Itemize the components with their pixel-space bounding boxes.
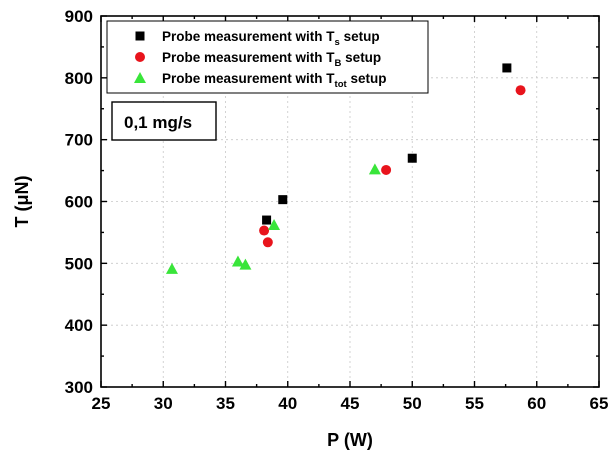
annotation-text: 0,1 mg/s [124, 113, 192, 132]
x-tick-labels: 25 30 35 40 45 50 55 60 65 [92, 394, 609, 413]
circle-data-point [381, 164, 392, 175]
square-data-point [262, 215, 272, 225]
x-tick-label: 25 [92, 394, 111, 413]
legend-label: Probe measurement with TB setup [162, 50, 381, 69]
x-tick-label: 55 [465, 394, 484, 413]
annotation-box: 0,1 mg/s [111, 101, 217, 141]
legend-label: Probe measurement with Ts setup [162, 29, 380, 48]
x-tick-label: 60 [527, 394, 546, 413]
x-tick-label: 35 [216, 394, 235, 413]
y-tick-label: 300 [65, 378, 93, 397]
x-tick-label: 65 [590, 394, 609, 413]
y-tick-label: 900 [65, 7, 93, 26]
x-tick-label: 30 [154, 394, 173, 413]
triangle-data-point [165, 262, 178, 274]
y-tick-label: 500 [65, 254, 93, 273]
triangle-data-point [368, 163, 381, 175]
x-tick-label: 50 [403, 394, 422, 413]
x-tick-label: 40 [278, 394, 297, 413]
legend-box [106, 20, 429, 94]
y-tick-labels: 300 400 500 600 700 800 900 [65, 7, 93, 397]
x-axis-title: P (W) [327, 430, 373, 450]
plot-frame [100, 15, 600, 388]
triangle-data-point [239, 258, 252, 270]
triangle-data-point [231, 255, 244, 267]
square-data-point [407, 153, 417, 163]
y-axis-title: T (μN) [12, 175, 32, 227]
triangle-legend-marker [134, 72, 146, 83]
y-tick-label: 600 [65, 193, 93, 212]
y-tick-label: 800 [65, 69, 93, 88]
legend-label: Probe measurement with Ttot setup [162, 71, 386, 90]
legend: Probe measurement with Ts setup Probe mea… [106, 20, 429, 94]
circle-data-point [262, 237, 273, 248]
square-legend-marker [135, 31, 145, 41]
data-points [165, 63, 526, 274]
x-tick-label: 45 [341, 394, 360, 413]
circle-data-point [259, 225, 270, 236]
circle-legend-marker [135, 52, 145, 62]
triangle-data-point [268, 218, 281, 230]
annotation-frame [111, 101, 217, 141]
circle-data-point [515, 85, 526, 96]
y-tick-label: 400 [65, 316, 93, 335]
y-tick-label: 700 [65, 131, 93, 150]
square-data-point [502, 63, 512, 73]
square-data-point [278, 195, 288, 205]
